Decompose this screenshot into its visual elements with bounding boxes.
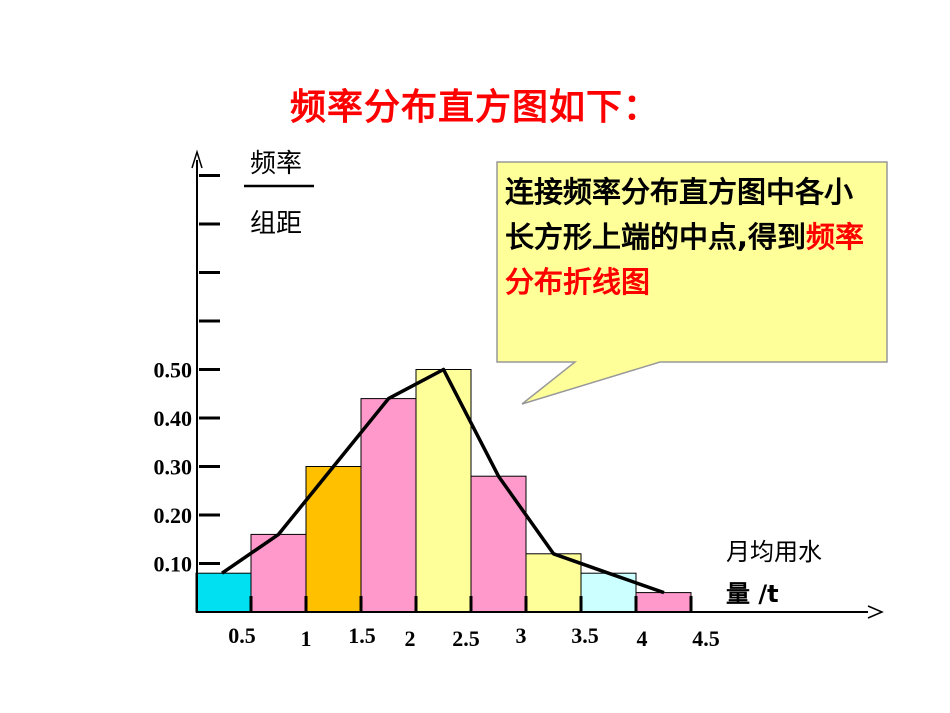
y-axis-label-numerator: 频率 (250, 149, 302, 179)
x-tick-label-2: 1 (301, 626, 312, 651)
chart-ticks: 0.10 0.20 0.30 0.40 0.50 0.5 1 1.5 2 2.5 3 3.5 4 4.5 (154, 174, 720, 651)
histogram-bar-4 (360, 398, 417, 613)
y-tick-label-1: 0.10 (154, 552, 193, 577)
x-tick-label-5: 2.5 (452, 626, 480, 651)
y-tick-label-4: 0.40 (154, 406, 193, 431)
y-tick-label-2: 0.20 (154, 503, 193, 528)
y-tick-label-3: 0.30 (154, 455, 193, 480)
chart-axes (191, 149, 884, 619)
x-tick-label-3: 1.5 (348, 623, 376, 648)
histogram-bar-1 (195, 572, 252, 613)
callout-text: 连接频率分布直方图中各小长方形上端的中点,得到频率分布折线图 (505, 170, 880, 305)
histogram-bar-6 (470, 475, 527, 613)
x-tick-label-9: 4.5 (692, 626, 720, 651)
x-tick-label-4: 2 (405, 626, 416, 651)
frequency-polygon (221, 367, 665, 595)
callout-text-highlight: 频率分布折线图 (505, 220, 865, 299)
histogram-bar-7 (525, 553, 582, 613)
x-tick-label-8: 4 (637, 626, 648, 651)
histogram-bars (195, 369, 692, 613)
x-axis-label-line2: 量 /t (726, 580, 779, 608)
x-tick-label-1: 0.5 (228, 623, 256, 648)
callout-box (496, 161, 888, 405)
histogram-bar-9 (635, 592, 692, 613)
callout-balloon (496, 161, 888, 405)
frequency-polygon-line (221, 367, 665, 595)
y-axis-arrow (191, 149, 203, 169)
y-axis-label-denominator: 组距 (250, 209, 302, 239)
y-tick-label-5: 0.50 (154, 358, 193, 383)
x-tick-label-6: 3 (516, 623, 527, 648)
page-title: 频率分布直方图如下： (289, 87, 660, 128)
x-axis-label-line1: 月均用水 (726, 538, 822, 566)
x-tick-label-7: 3.5 (571, 623, 599, 648)
x-axis-arrow (867, 605, 884, 619)
callout-text-main: 连接频率分布直方图中各小长方形上端的中点,得到 (505, 175, 854, 254)
